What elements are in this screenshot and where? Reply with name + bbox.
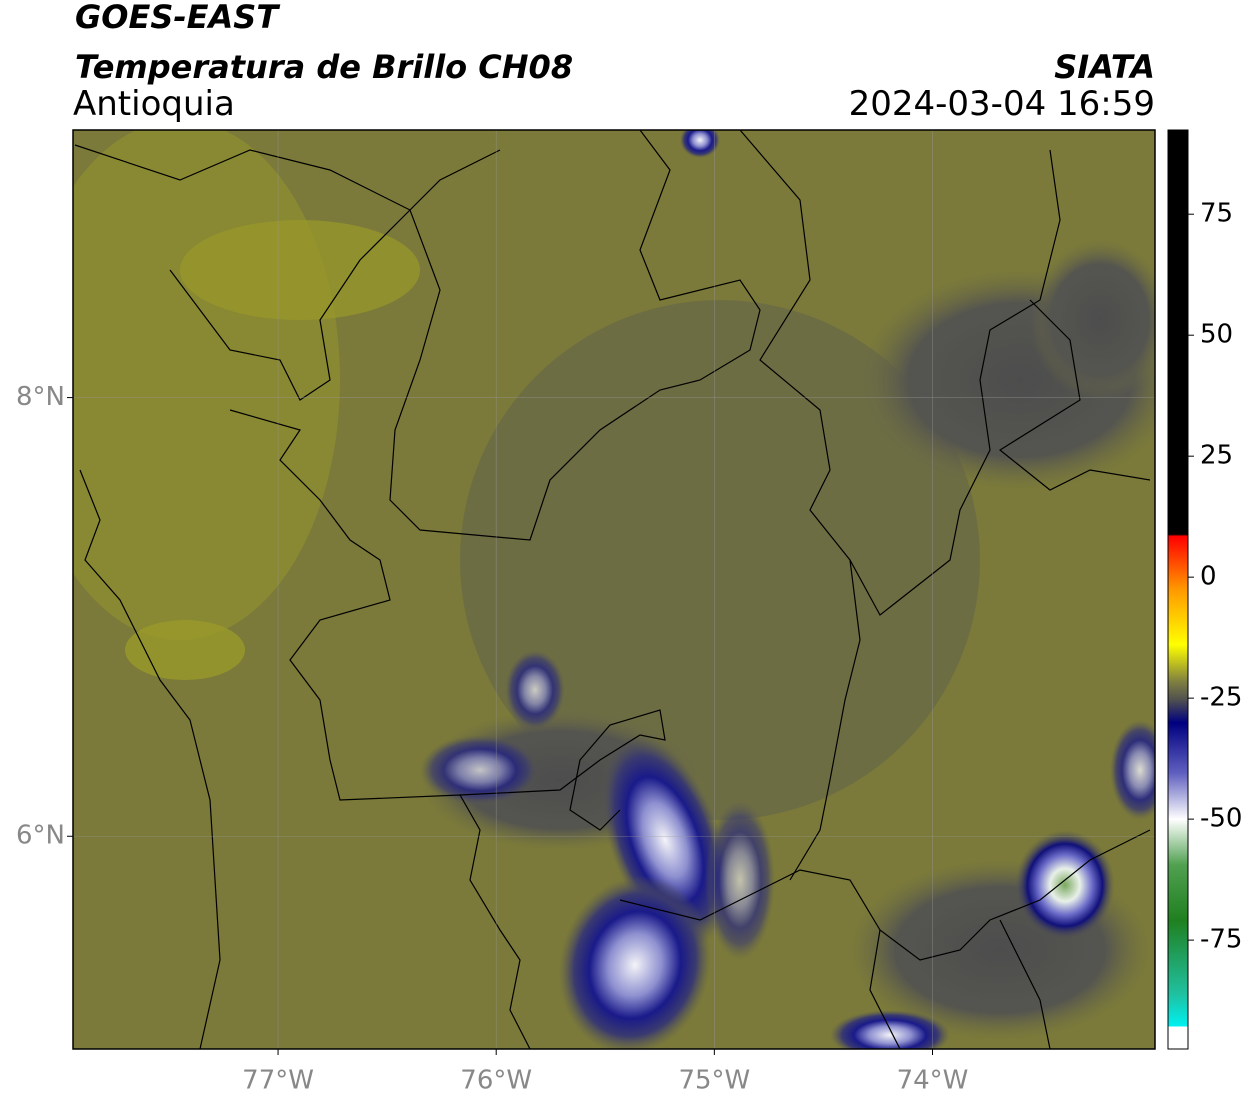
region: Antioquia [73,84,235,124]
colorbar-tick-label: 75 [1200,199,1233,229]
x-tick-label: 75°W [678,1066,750,1096]
map-frame [72,129,1156,1050]
cloud [558,875,712,1049]
cloud [505,650,565,730]
boundary [869,919,1051,1049]
title: GOES-EAST [75,0,280,36]
cloud [1015,830,1115,940]
warm-region [180,220,420,320]
cool-region [460,300,980,820]
warm-region [73,130,340,640]
x-tick-label: 76°W [460,1066,532,1096]
map [73,130,1155,1049]
x-tick-label: 74°W [897,1066,969,1096]
boundary [459,709,666,831]
boundary [789,559,861,881]
cloud [705,800,775,960]
colorbar-tick-label: -75 [1200,925,1242,955]
cloud [420,735,540,805]
subtitle: Temperatura de Brillo CH08 [75,48,573,86]
datetime: 2024-03-04 16:59 [849,84,1155,124]
colorbar-tick-label: 50 [1200,320,1233,350]
y-tick-label: 8°N [16,382,65,412]
boundary [739,130,1061,616]
colorbar-tick-label: 0 [1200,562,1217,592]
colorbar-tick-label: -25 [1200,683,1242,713]
coastline [79,469,221,1049]
boundary [74,130,761,541]
coastline [169,149,501,401]
colorbar [1167,129,1189,1050]
y-tick-label: 6°N [16,821,65,851]
colorbar-tick-label: 25 [1200,441,1233,471]
cloud [1110,720,1155,820]
boundary [619,829,1151,961]
colorbar-tick-label: -50 [1200,804,1242,834]
boundary [998,299,1151,491]
boundary [229,409,531,1049]
x-tick-label: 77°W [242,1066,314,1096]
cool-region [1030,240,1155,400]
cloud [680,130,720,158]
source: SIATA [1054,48,1155,86]
warm-region [125,620,245,680]
